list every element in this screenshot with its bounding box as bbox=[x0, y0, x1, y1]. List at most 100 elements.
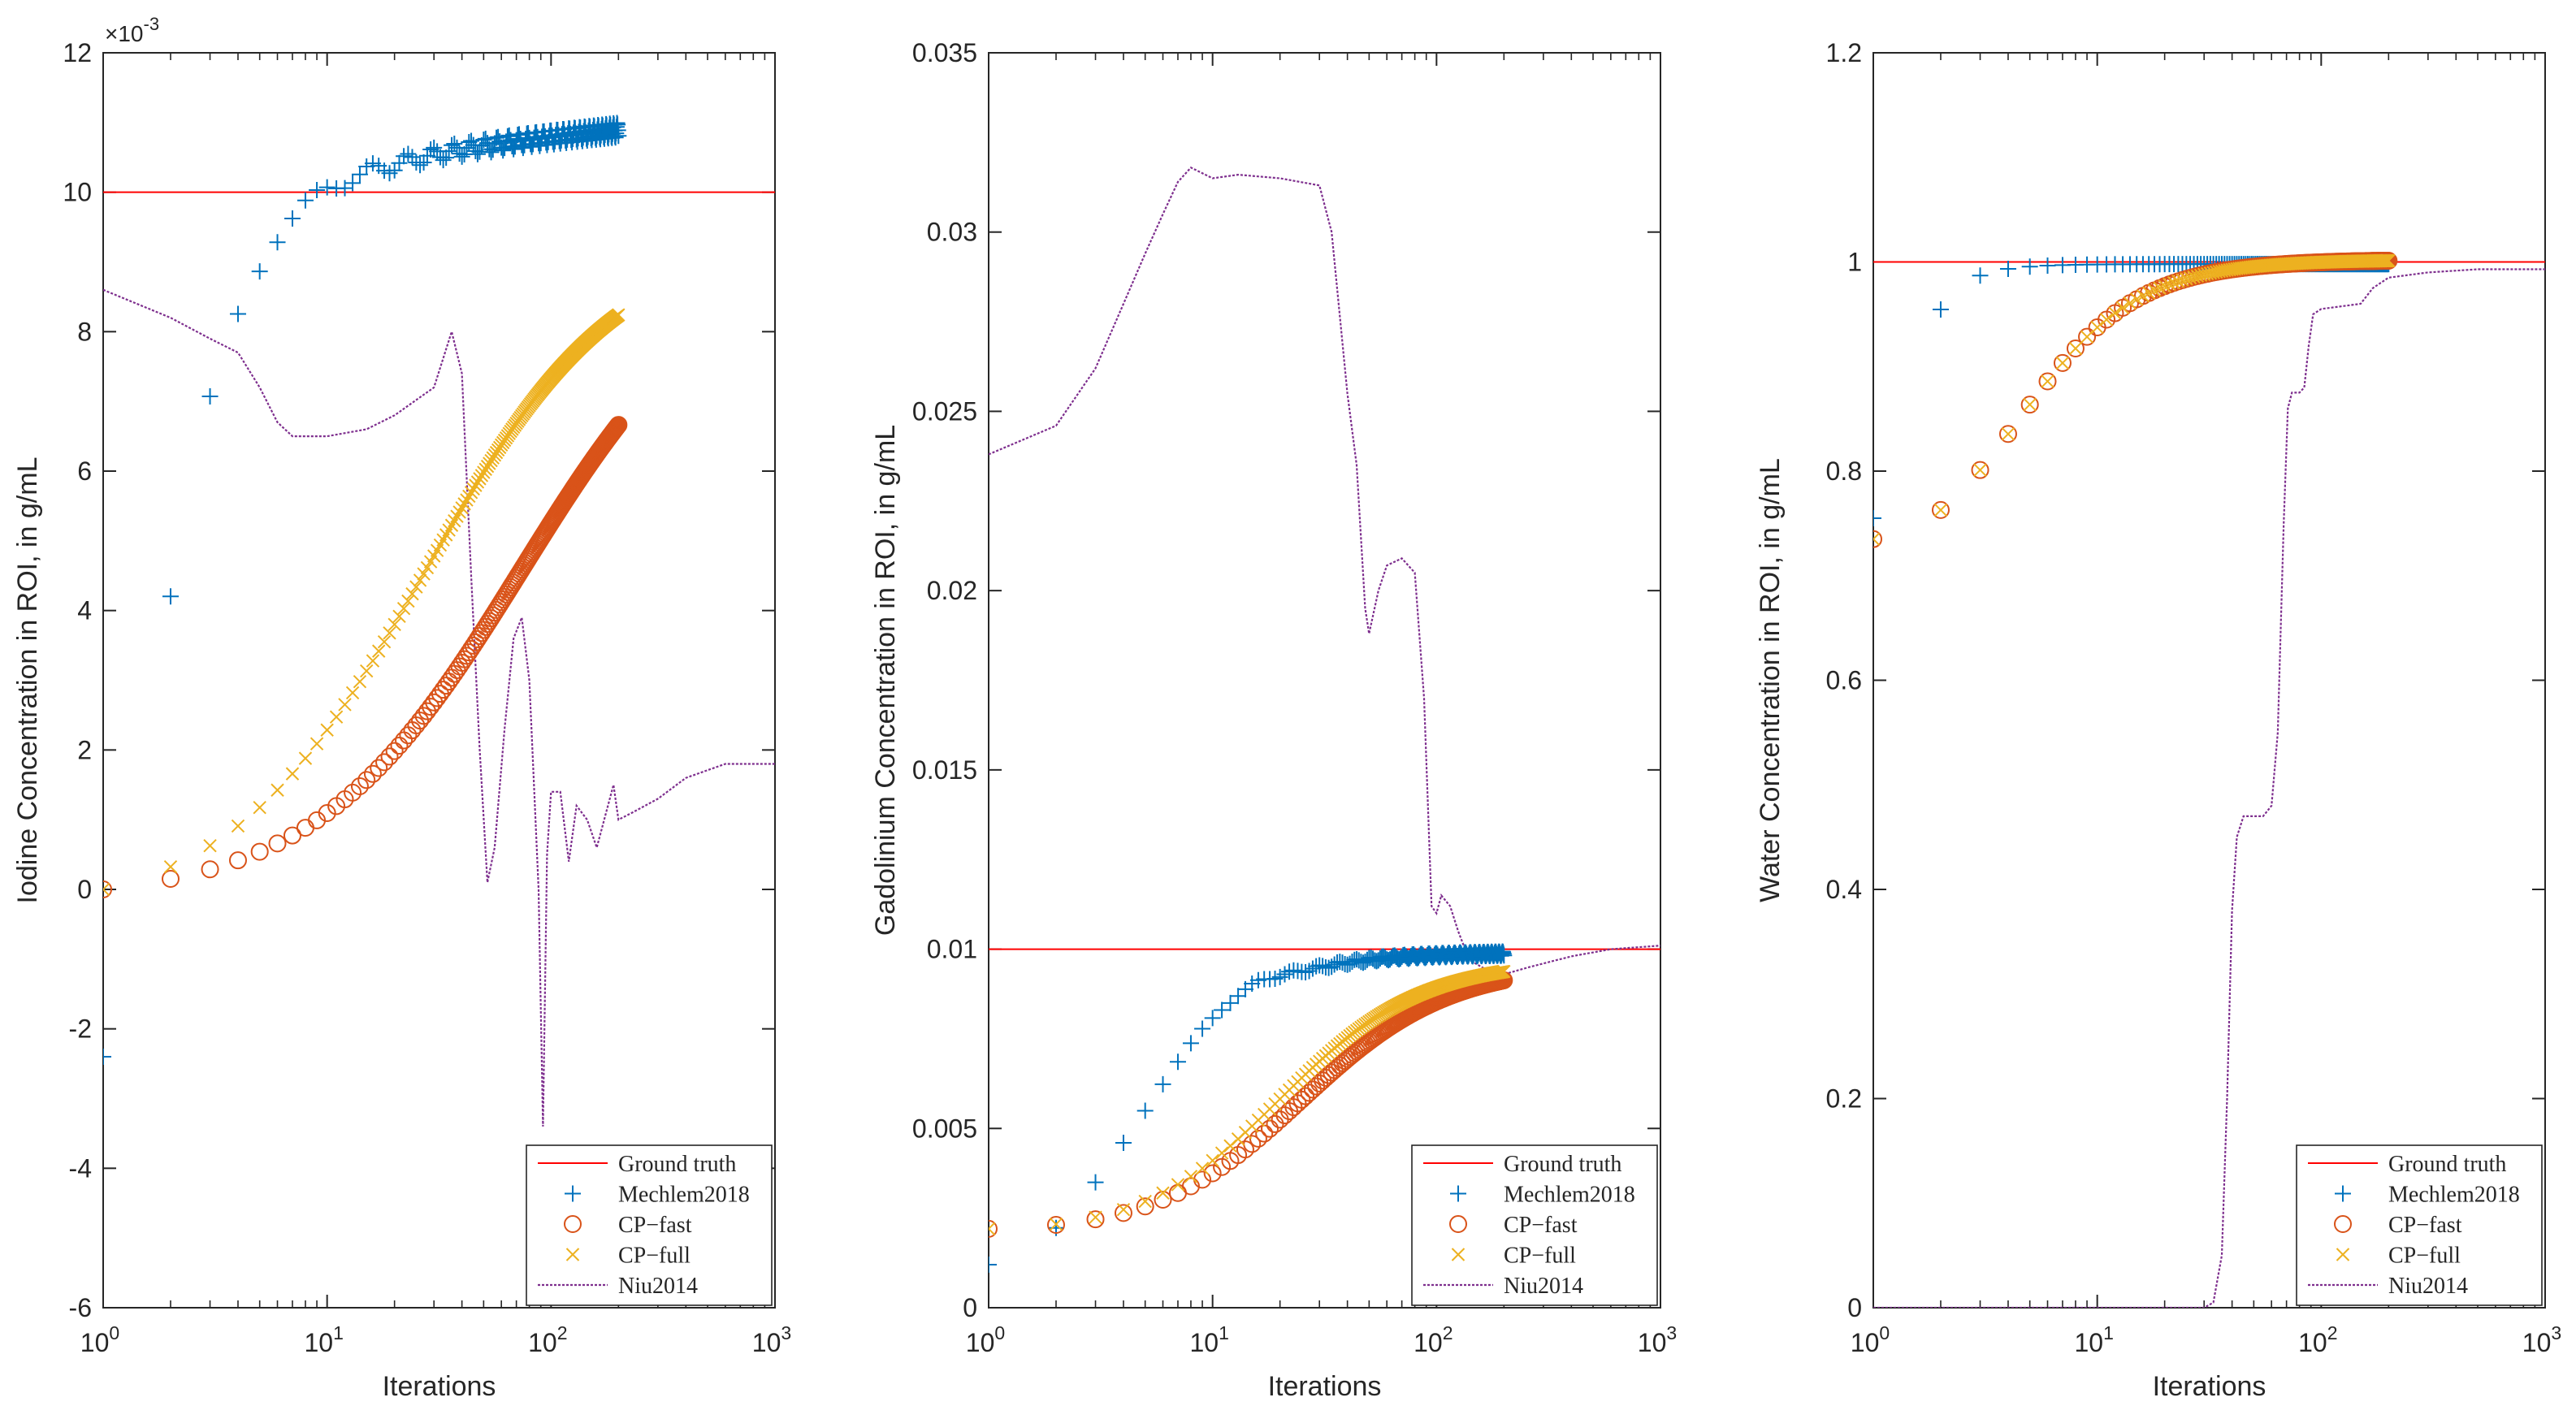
mechlem2018-point bbox=[344, 175, 362, 192]
y-tick-label: 0 bbox=[963, 1293, 977, 1322]
cp-fast-point bbox=[1971, 461, 1989, 479]
y-exponent-base: ×10 bbox=[105, 21, 144, 46]
cp-full-point bbox=[989, 1222, 996, 1236]
mechlem2018-point bbox=[1972, 267, 1989, 284]
cp-fast-point bbox=[1931, 500, 1950, 519]
mechlem2018-point bbox=[1115, 1134, 1132, 1151]
mechlem2018-point bbox=[1169, 1053, 1186, 1071]
cp-fast-point bbox=[411, 712, 430, 730]
cp-full-point bbox=[2041, 374, 2054, 388]
x-tick-base: 10 bbox=[2522, 1328, 2552, 1357]
legend-cp-fast-swatch bbox=[1449, 1215, 1467, 1233]
mechlem2018-point bbox=[396, 148, 413, 165]
mechlem2018-point bbox=[251, 263, 268, 280]
cp-fast-point bbox=[363, 764, 382, 783]
y-tick-label: 0.01 bbox=[927, 935, 977, 964]
cp-full-point bbox=[1184, 1170, 1198, 1183]
legend-label: CP−fast bbox=[618, 1213, 692, 1238]
x-tick-power: 2 bbox=[1443, 1322, 1453, 1343]
cp-full-point bbox=[469, 478, 483, 492]
x-axis: 100 101 102 103 bbox=[80, 53, 791, 1357]
x-tick-base: 10 bbox=[1414, 1328, 1443, 1357]
x-tick-base: 10 bbox=[1638, 1328, 1667, 1357]
cp-full-point bbox=[2115, 301, 2130, 315]
mechlem2018-point bbox=[391, 154, 408, 171]
legend: Ground truth Mechlem2018 CP−fast CP−full Niu… bbox=[1411, 1144, 1658, 1306]
y-axis: -6 -4 -2 0 2 4 6 8 10 12 bbox=[63, 38, 775, 1322]
cp-full-point bbox=[401, 594, 415, 608]
x-tick-base: 10 bbox=[1189, 1328, 1219, 1357]
cp-fast-point bbox=[103, 880, 112, 898]
cp-full-point bbox=[231, 819, 245, 833]
x-tick-base: 10 bbox=[752, 1328, 781, 1357]
cp-fast-point bbox=[350, 777, 369, 795]
cp-fast-point bbox=[375, 753, 394, 772]
x-tick-base: 10 bbox=[966, 1328, 995, 1357]
y-exponent-label: ×10-3 bbox=[105, 14, 159, 46]
cp-full-point bbox=[455, 501, 469, 515]
axes-box bbox=[1872, 52, 2546, 1309]
cp-full-point bbox=[2167, 275, 2181, 290]
x-axis-label: Iterations bbox=[383, 1371, 496, 1402]
cp-full-point bbox=[2212, 265, 2226, 279]
x-tick-power: 2 bbox=[2327, 1322, 2338, 1343]
mechlem2018-point bbox=[523, 138, 540, 155]
x-tick-base: 10 bbox=[1851, 1328, 1880, 1357]
mechlem2018-point bbox=[453, 148, 470, 165]
x-tick-power: 1 bbox=[1219, 1322, 1229, 1343]
mechlem2018-point bbox=[475, 132, 492, 149]
cp-fast-point bbox=[1114, 1204, 1132, 1222]
cp-full-point bbox=[1206, 1153, 1219, 1168]
mechlem2018-point bbox=[514, 140, 531, 157]
legend-cp-full-swatch bbox=[2336, 1248, 2350, 1261]
x-tick-base: 10 bbox=[528, 1328, 557, 1357]
x-tick-base: 10 bbox=[80, 1328, 110, 1357]
y-tick-label: -2 bbox=[69, 1014, 92, 1044]
mechlem2018-point bbox=[318, 179, 336, 196]
cp-full-point bbox=[1933, 503, 1948, 517]
x-tick-label: 100 bbox=[1851, 1322, 1890, 1357]
mechlem2018-point bbox=[103, 1049, 111, 1065]
cp-fast-point bbox=[2078, 327, 2097, 346]
x-axis: 100 101 102 103 bbox=[966, 53, 1677, 1357]
cp-fast-point bbox=[989, 1219, 998, 1238]
legend-label: Mechlem2018 bbox=[618, 1183, 750, 1208]
y-axis-label: Gadolinium Concentration in ROI, in g/mL bbox=[870, 425, 901, 936]
cp-fast-point bbox=[1086, 1210, 1105, 1229]
y-tick-label: 4 bbox=[77, 596, 92, 625]
cp-full-point bbox=[409, 580, 423, 594]
legend-label: Mechlem2018 bbox=[2388, 1183, 2520, 1208]
y-tick-label: 0.025 bbox=[912, 396, 977, 426]
mechlem2018-point bbox=[1244, 975, 1261, 992]
cp-fast-point bbox=[2066, 339, 2085, 357]
legend-label: CP−fast bbox=[1504, 1213, 1578, 1238]
mechlem2018-point bbox=[446, 136, 463, 153]
cp-full-point bbox=[1214, 1146, 1229, 1160]
x-tick-label: 101 bbox=[2074, 1322, 2113, 1357]
cp-full-point bbox=[2055, 356, 2070, 370]
cp-full-point bbox=[466, 482, 480, 496]
mechlem2018-point bbox=[1136, 1102, 1154, 1119]
mechlem2018-point bbox=[1154, 1075, 1171, 1092]
cp-fast-point bbox=[385, 742, 404, 760]
iodine-panel: 100 101 102 103-6-4-2024681012×10-3Iteratio… bbox=[12, 14, 791, 1402]
y-tick-label: -4 bbox=[69, 1153, 92, 1183]
cp-full-point bbox=[338, 698, 352, 712]
y-tick-label: 12 bbox=[63, 38, 92, 67]
mechlem2018-point bbox=[1297, 964, 1314, 981]
cp-fast-point bbox=[228, 851, 247, 870]
cp-full-point bbox=[2090, 320, 2104, 335]
mechlem2018-point bbox=[426, 139, 443, 156]
cp-full-series bbox=[103, 308, 626, 897]
mechlem2018-point bbox=[1304, 960, 1321, 977]
cp-fast-point bbox=[250, 842, 269, 861]
mechlem2018-point bbox=[1087, 1174, 1104, 1191]
y-tick-label: 0.005 bbox=[912, 1114, 977, 1143]
legend-label: Ground truth bbox=[1504, 1152, 1621, 1177]
cp-full-point bbox=[1116, 1202, 1131, 1217]
legend-label: Mechlem2018 bbox=[1504, 1183, 1635, 1208]
cp-full-point bbox=[1973, 463, 1987, 477]
legend-cp-full-swatch bbox=[1451, 1248, 1466, 1261]
cp-full-point bbox=[329, 710, 344, 724]
x-axis-label: Iterations bbox=[2153, 1371, 2266, 1402]
